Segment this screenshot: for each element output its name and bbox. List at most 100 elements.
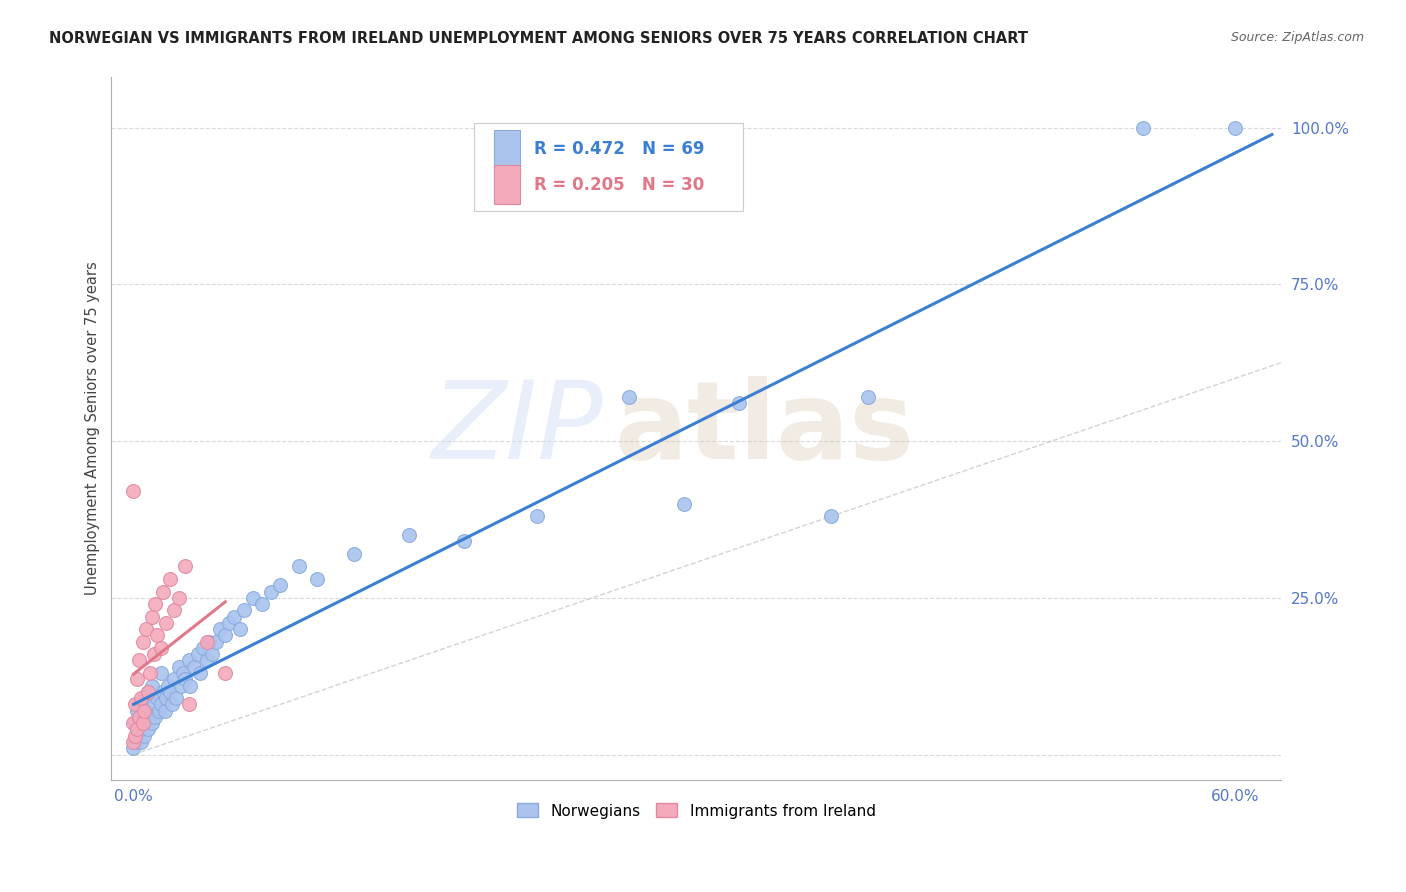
Point <box>242 591 264 605</box>
FancyBboxPatch shape <box>474 123 742 211</box>
Point <box>139 666 162 681</box>
Point <box>131 716 153 731</box>
Point <box>145 710 167 724</box>
Point <box>135 704 157 718</box>
Bar <box>494 130 520 169</box>
Point <box>141 716 163 731</box>
Point <box>155 615 177 630</box>
Point <box>163 603 186 617</box>
Point <box>205 634 228 648</box>
Point <box>128 698 150 712</box>
Point <box>856 390 879 404</box>
Point <box>124 698 146 712</box>
Point <box>141 679 163 693</box>
Point <box>157 679 180 693</box>
Point <box>124 716 146 731</box>
Point <box>148 704 170 718</box>
Point <box>134 691 156 706</box>
Point <box>250 597 273 611</box>
Point <box>131 634 153 648</box>
Point <box>136 723 159 737</box>
Point <box>127 729 149 743</box>
Point <box>145 597 167 611</box>
Point <box>197 634 219 648</box>
Point <box>128 710 150 724</box>
Point <box>152 685 174 699</box>
Point <box>163 673 186 687</box>
Point <box>136 685 159 699</box>
Point <box>152 584 174 599</box>
Point <box>159 685 181 699</box>
Point <box>122 716 145 731</box>
Point <box>150 640 173 655</box>
Bar <box>494 165 520 204</box>
Point <box>146 628 169 642</box>
Point <box>146 691 169 706</box>
Point <box>124 735 146 749</box>
Point <box>150 698 173 712</box>
Point <box>526 509 548 524</box>
Point <box>129 691 152 706</box>
Point <box>155 691 177 706</box>
Point <box>153 704 176 718</box>
Legend: Norwegians, Immigrants from Ireland: Norwegians, Immigrants from Ireland <box>510 797 882 824</box>
Point <box>820 509 842 524</box>
Point <box>269 578 291 592</box>
Point <box>179 679 201 693</box>
Point <box>193 640 215 655</box>
Point <box>173 673 195 687</box>
Text: atlas: atlas <box>614 376 914 482</box>
Point <box>169 591 191 605</box>
Point <box>139 710 162 724</box>
Point <box>214 628 236 642</box>
Point <box>142 647 165 661</box>
Point <box>201 647 224 661</box>
Point <box>398 528 420 542</box>
Point <box>127 673 149 687</box>
Point <box>170 679 193 693</box>
Point <box>142 698 165 712</box>
Point <box>129 710 152 724</box>
Point <box>218 615 240 630</box>
Point <box>131 716 153 731</box>
Point <box>136 685 159 699</box>
Point <box>141 609 163 624</box>
Point <box>128 653 150 667</box>
Text: ZIP: ZIP <box>432 376 603 481</box>
Point <box>208 622 231 636</box>
Point <box>673 497 696 511</box>
Point <box>165 691 187 706</box>
Point <box>127 723 149 737</box>
Point <box>187 647 209 661</box>
Point <box>134 729 156 743</box>
Point <box>159 572 181 586</box>
Point <box>343 547 366 561</box>
Point <box>129 735 152 749</box>
Point <box>195 634 218 648</box>
Point <box>307 572 329 586</box>
Text: R = 0.472   N = 69: R = 0.472 N = 69 <box>534 140 704 158</box>
Point <box>260 584 283 599</box>
Point <box>124 729 146 743</box>
Point <box>160 698 183 712</box>
Point <box>172 666 194 681</box>
Y-axis label: Unemployment Among Seniors over 75 years: Unemployment Among Seniors over 75 years <box>86 261 100 595</box>
Text: Source: ZipAtlas.com: Source: ZipAtlas.com <box>1230 31 1364 45</box>
Point <box>188 666 211 681</box>
Point <box>195 653 218 667</box>
Point <box>229 622 252 636</box>
Point <box>214 666 236 681</box>
Point <box>224 609 246 624</box>
Point <box>134 704 156 718</box>
Point <box>232 603 254 617</box>
Point <box>1225 120 1247 135</box>
Point <box>122 735 145 749</box>
Point <box>122 741 145 756</box>
Point <box>173 559 195 574</box>
Point <box>728 396 751 410</box>
Point <box>135 622 157 636</box>
Point <box>177 653 200 667</box>
Point <box>177 698 200 712</box>
Point <box>169 659 191 673</box>
Point <box>122 484 145 499</box>
